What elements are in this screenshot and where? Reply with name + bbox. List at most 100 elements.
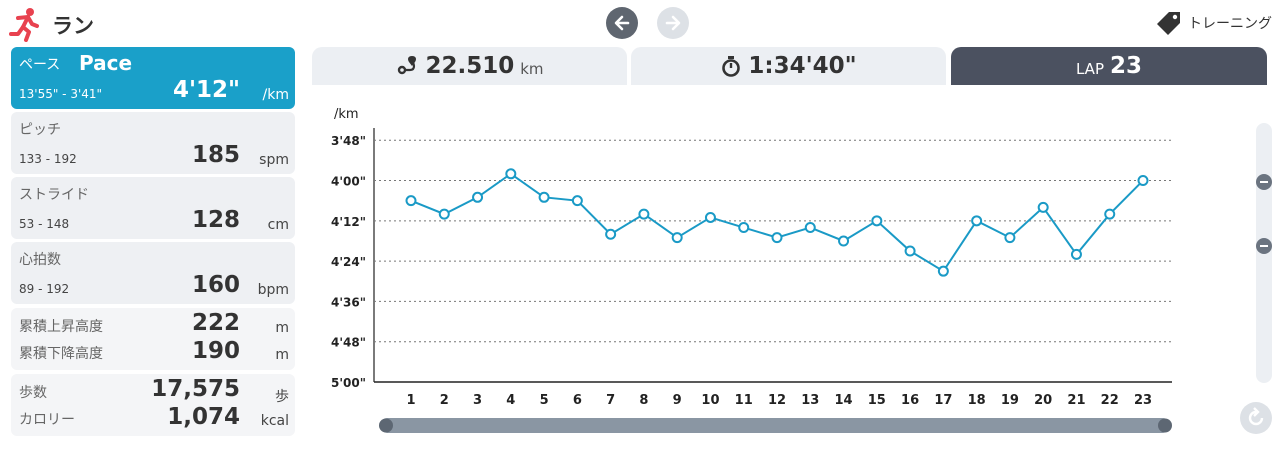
ascent-value: 222 [191, 310, 240, 336]
data-point [571, 195, 583, 207]
heart-rate-label: 心拍数 [19, 252, 61, 268]
stride-value: 128 [191, 207, 240, 233]
pace-chart: /km 3'48" 4'00" 4'12" 4'24" 4'36" 4'48" 5'00" 1 2… [331, 107, 1172, 433]
x-tick-label: 20 [1034, 393, 1052, 408]
x-tick-label: 4 [506, 393, 515, 408]
x-tick-label: 2 [440, 393, 449, 408]
x-tick-label: 17 [934, 393, 952, 408]
route-icon [398, 56, 417, 75]
steps-value: 17,575 [151, 376, 240, 402]
data-point [638, 208, 650, 220]
pitch-value: 185 [191, 142, 240, 168]
x-tick-label: 13 [801, 393, 819, 408]
tab-distance[interactable]: 22.510 km [312, 47, 627, 85]
data-point [472, 191, 484, 203]
pace-label-en: Pace [79, 51, 133, 75]
data-point [704, 211, 716, 223]
data-point [405, 195, 417, 207]
data-point [838, 235, 850, 247]
x-tick-label: 8 [639, 393, 648, 408]
data-point [1070, 248, 1082, 260]
scroll-handle-bottom[interactable] [1256, 238, 1272, 254]
pace-value: 4'12" [172, 77, 240, 103]
run-icon [6, 6, 42, 42]
x-tick-label: 21 [1067, 393, 1085, 408]
x-tick-label: 1 [406, 393, 415, 408]
data-point [605, 228, 617, 240]
range-slider-track [380, 418, 1170, 433]
training-link[interactable]: トレーニング [1156, 10, 1272, 36]
x-tick-label: 15 [868, 393, 886, 408]
lap-value: 23 [1110, 53, 1143, 79]
x-tick-label: 10 [701, 393, 719, 408]
tab-lap[interactable]: LAP 23 [951, 47, 1267, 85]
steps-label: 歩数 [19, 385, 47, 401]
data-point [971, 215, 983, 227]
x-tick-label: 19 [1001, 393, 1019, 408]
y-tick-label: 4'48" [331, 336, 366, 350]
data-point [671, 232, 683, 244]
steps-unit: 歩 [275, 389, 289, 405]
scroll-handle-top[interactable] [1256, 174, 1272, 190]
y-axis-label: /km [334, 107, 359, 122]
x-tick-label: 7 [606, 393, 615, 408]
pace-card[interactable]: ペース Pace 13'55" - 3'41" 4'12" /km [11, 47, 295, 109]
data-point [1037, 201, 1049, 213]
time-value: 1:34'40" [748, 53, 857, 79]
descent-unit: m [275, 347, 289, 363]
y-tick-label: 4'24" [331, 255, 366, 269]
x-tick-label: 3 [473, 393, 482, 408]
data-point [1004, 232, 1016, 244]
page-title: ラン [52, 14, 94, 38]
data-point [438, 208, 450, 220]
y-tick-label: 5'00" [331, 376, 366, 390]
x-tick-label: 22 [1101, 393, 1119, 408]
y-tick-label: 4'12" [331, 215, 366, 229]
descent-value: 190 [191, 338, 240, 364]
stride-range: 53 - 148 [19, 217, 70, 231]
pace-unit: /km [262, 87, 289, 103]
y-tick-label: 4'36" [331, 295, 366, 309]
x-tick-label: 6 [573, 393, 582, 408]
data-point [505, 168, 517, 180]
next-button[interactable] [657, 7, 689, 39]
data-point [904, 245, 916, 257]
lap-label: LAP [1075, 60, 1104, 78]
range-slider-handle-left [379, 418, 393, 433]
data-point [1137, 175, 1149, 187]
arrow-right-icon [665, 15, 681, 31]
heart-rate-range: 89 - 192 [19, 282, 70, 296]
pace-series-line [410, 172, 1144, 273]
steps-card: 歩数 17,575 歩 カロリー 1,074 kcal [11, 374, 295, 436]
calories-label: カロリー [19, 412, 75, 428]
y-tick-label: 3'48" [331, 134, 366, 148]
heart-rate-unit: bpm [257, 282, 289, 298]
pitch-label: ピッチ [19, 122, 61, 138]
stride-unit: cm [267, 217, 289, 233]
x-tick-label: 23 [1134, 393, 1152, 408]
data-point [1104, 208, 1116, 220]
stride-label: ストライド [19, 187, 89, 203]
ascent-label: 累積上昇高度 [19, 319, 103, 335]
heart-rate-card[interactable]: 心拍数 89 - 192 160 bpm [11, 242, 295, 304]
y-tick-label: 4'00" [331, 175, 366, 189]
refresh-button[interactable] [1240, 402, 1272, 434]
x-tick-label: 16 [901, 393, 919, 408]
distance-unit: km [520, 60, 544, 78]
calories-value: 1,074 [167, 404, 240, 430]
tab-time[interactable]: 1:34'40" [631, 47, 946, 85]
stride-card[interactable]: ストライド 53 - 148 128 cm [11, 177, 295, 239]
calories-unit: kcal [260, 413, 289, 429]
descent-label: 累積下降高度 [19, 346, 103, 362]
elevation-card: 累積上昇高度 222 m 累積下降高度 190 m [11, 308, 295, 370]
arrow-left-icon [614, 15, 630, 31]
data-point [937, 265, 949, 277]
data-point [771, 232, 783, 244]
x-tick-label: 5 [540, 393, 549, 408]
pitch-card[interactable]: ピッチ 133 - 192 185 spm [11, 112, 295, 174]
range-slider-handle-right [1158, 418, 1172, 433]
data-point [804, 222, 816, 234]
x-tick-label: 14 [834, 393, 852, 408]
previous-button[interactable] [606, 7, 638, 39]
distance-value: 22.510 [425, 53, 515, 79]
